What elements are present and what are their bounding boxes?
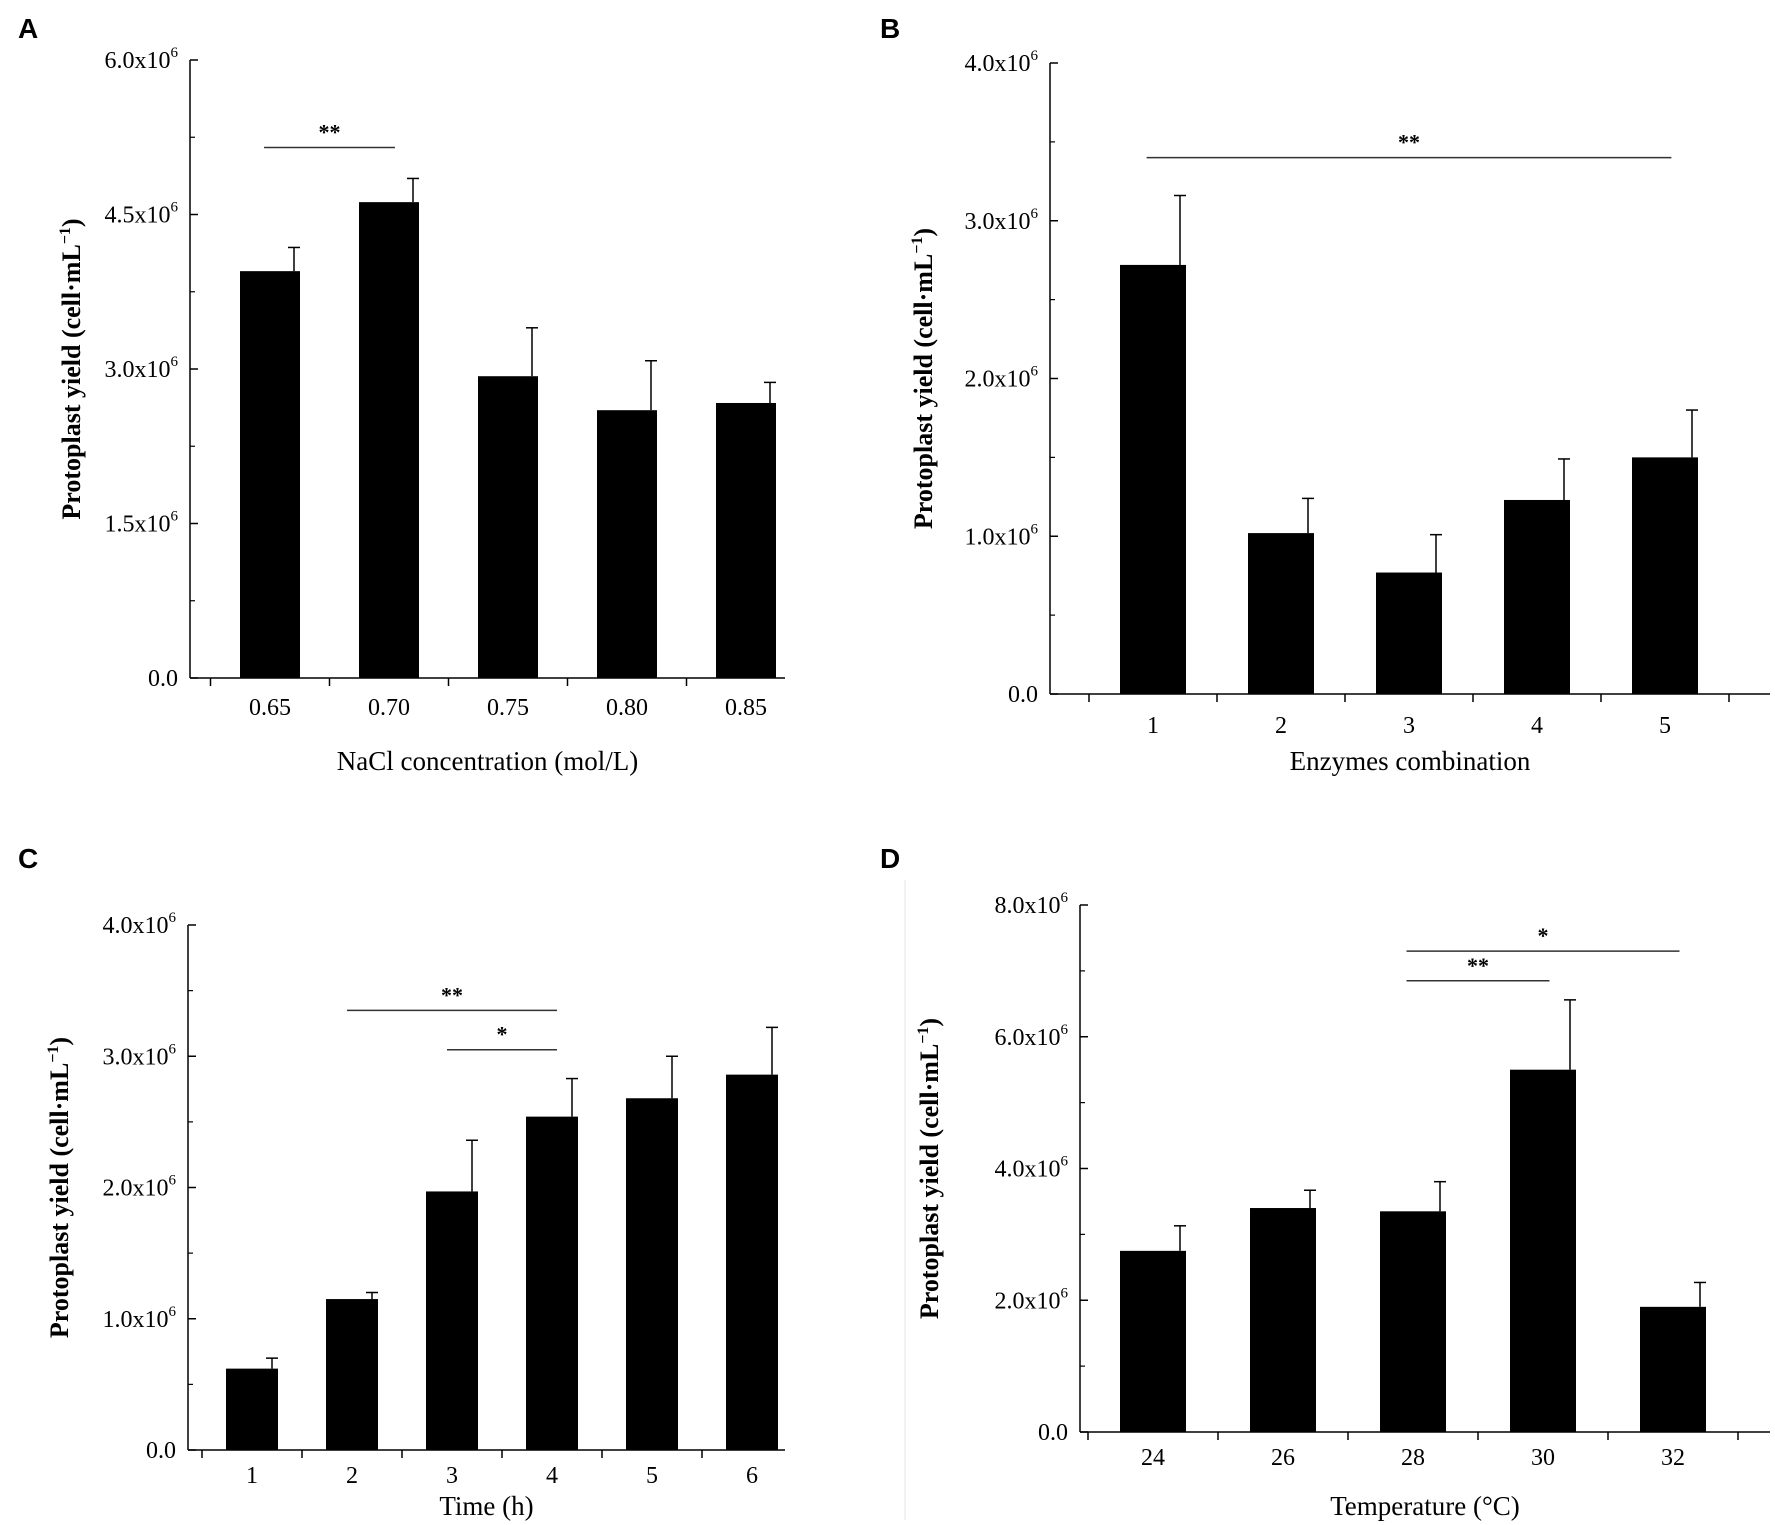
x-tick-label: 3 (1403, 713, 1415, 739)
y-tick-label: 3.0x106 (105, 354, 179, 383)
panel-b: B 0.0 1.0x106 2.0x106 3.0x106 4.0x106 1 2 3 4 5 ** E… (880, 13, 1770, 776)
bar (1640, 1306, 1706, 1432)
significance-label: * (497, 1022, 508, 1047)
x-axis-title: Temperature (°C) (1330, 1491, 1520, 1521)
x-tick-label: 28 (1401, 1445, 1425, 1471)
bar (359, 202, 419, 678)
y-tick-label: 1.0x106 (103, 1304, 177, 1333)
y-tick-label: 4.5x106 (105, 200, 179, 229)
x-tick-label: 32 (1661, 1445, 1685, 1471)
y-axis-title: Protoplast yield (cell·mL−1) (57, 218, 86, 519)
y-tick-label: 6.0x106 (105, 45, 179, 74)
x-tick-label: 2 (1275, 713, 1287, 739)
bar (426, 1191, 478, 1450)
y-tick-label: 8.0x106 (995, 890, 1069, 919)
x-tick-label: 0.65 (249, 695, 291, 721)
x-axis-title: Enzymes combination (1290, 746, 1531, 776)
significance-label: * (1538, 923, 1549, 948)
significance-label: ** (1398, 130, 1420, 155)
x-tick-label: 3 (446, 1463, 458, 1489)
x-tick-label: 4 (1531, 713, 1543, 739)
y-tick-label: 4.0x106 (995, 1154, 1069, 1183)
x-tick-label: 30 (1531, 1445, 1555, 1471)
panel-letter: C (18, 843, 38, 874)
bar (240, 271, 300, 678)
x-tick-label: 0.75 (487, 695, 529, 721)
bar (1510, 1069, 1576, 1432)
x-tick-label: 1 (1147, 713, 1159, 739)
y-tick-label: 3.0x106 (965, 206, 1039, 235)
x-tick-label: 1 (246, 1463, 258, 1489)
bar (1632, 457, 1698, 694)
bar (626, 1098, 678, 1450)
y-tick-label: 2.0x106 (103, 1173, 177, 1202)
x-tick-label: 0.70 (368, 695, 410, 721)
y-tick-label: 4.0x106 (965, 48, 1039, 77)
bar (478, 376, 538, 678)
y-tick-label: 2.0x106 (995, 1285, 1069, 1314)
bar (1120, 264, 1186, 694)
panel-a: A 0.0 1.5x106 3.0x106 4.5x106 6.0x106 0.65 0.70… (18, 13, 785, 776)
x-axis-title: NaCl concentration (mol/L) (337, 746, 638, 776)
x-tick-label: 26 (1271, 1445, 1295, 1471)
bar (597, 410, 657, 678)
bar (1504, 499, 1570, 694)
x-tick-label: 5 (1659, 713, 1671, 739)
bar (1380, 1211, 1446, 1432)
panel-d: D 0.0 2.0x106 4.0x106 6.0x106 8.0x106 24 26 28 30… (880, 843, 1770, 1521)
x-tick-label: 2 (346, 1463, 358, 1489)
y-tick-label: 3.0x106 (103, 1041, 177, 1070)
y-tick-label: 0.0 (1038, 1420, 1068, 1446)
x-tick-label: 6 (746, 1463, 758, 1489)
bar (1250, 1208, 1316, 1432)
y-tick-label: 1.0x106 (965, 521, 1039, 550)
x-tick-label: 24 (1141, 1445, 1165, 1471)
y-axis-title: Protoplast yield (cell·mL−1) (45, 1037, 74, 1338)
bar (716, 402, 776, 678)
significance-label: ** (319, 120, 341, 145)
significance-label: ** (441, 982, 463, 1007)
y-tick-label: 4.0x106 (103, 910, 177, 939)
y-tick-label: 1.5x106 (105, 509, 179, 538)
panel-letter: A (18, 13, 38, 44)
x-tick-label: 5 (646, 1463, 658, 1489)
significance-label: ** (1467, 953, 1489, 978)
bar (326, 1299, 378, 1450)
x-axis-title: Time (h) (439, 1491, 533, 1521)
bar (726, 1074, 778, 1450)
y-tick-label: 0.0 (146, 1438, 176, 1464)
bar (1248, 533, 1314, 694)
bar (226, 1368, 278, 1450)
y-tick-label: 6.0x106 (995, 1022, 1069, 1051)
bar (1120, 1250, 1186, 1432)
y-tick-label: 0.0 (1008, 682, 1038, 708)
x-tick-label: 0.80 (606, 695, 648, 721)
x-tick-label: 0.85 (725, 695, 767, 721)
y-axis-title: Protoplast yield (cell·mL−1) (915, 1018, 944, 1319)
y-axis-title: Protoplast yield (cell·mL−1) (909, 228, 938, 529)
y-tick-label: 2.0x106 (965, 364, 1039, 393)
y-tick-label: 0.0 (148, 666, 178, 692)
panel-letter: B (880, 13, 900, 44)
bar (526, 1116, 578, 1450)
panel-letter: D (880, 843, 900, 874)
x-tick-label: 4 (546, 1463, 558, 1489)
bar (1376, 572, 1442, 694)
